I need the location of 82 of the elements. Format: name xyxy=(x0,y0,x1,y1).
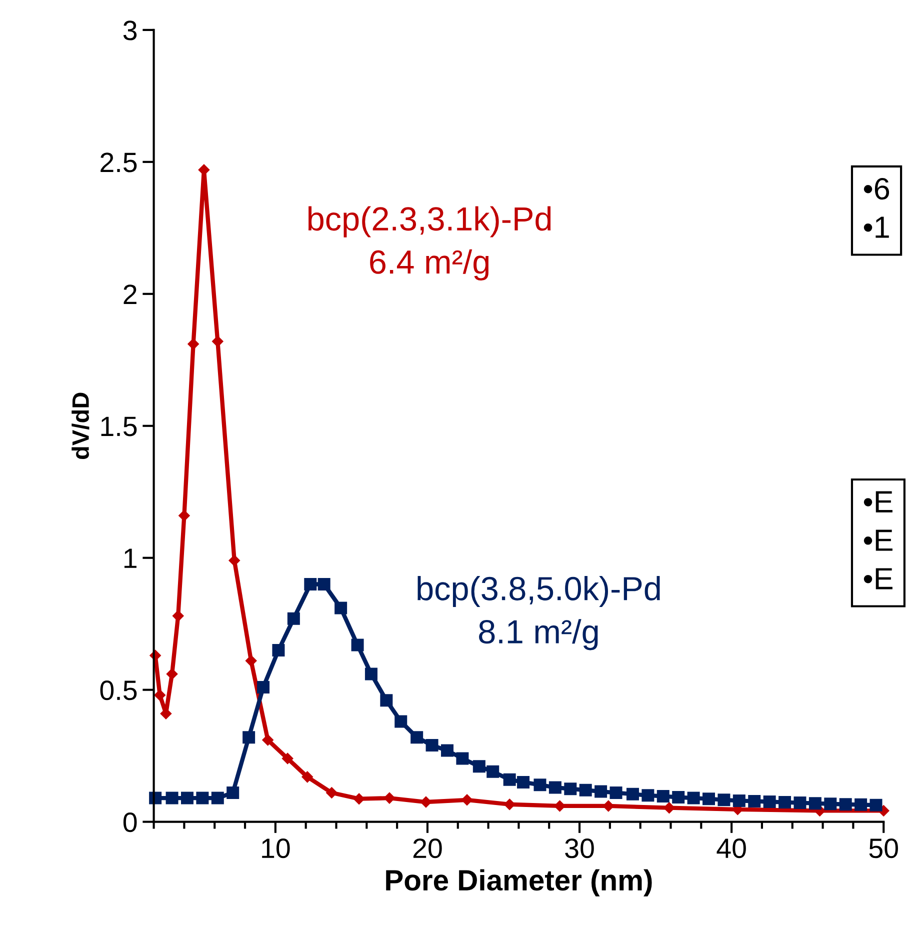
x-tick-label: 50 xyxy=(869,838,898,858)
point xyxy=(384,792,396,804)
series-label: bcp(3.8,5.0k)-Pd 8.1 m²/g xyxy=(418,576,660,650)
point xyxy=(672,791,685,804)
point xyxy=(198,164,210,176)
y-axis-title: dV/dD xyxy=(72,392,90,460)
point xyxy=(242,731,256,744)
x-tick-label: 40 xyxy=(716,838,746,858)
x-tick-label: 10 xyxy=(262,838,290,858)
point xyxy=(808,797,822,810)
point xyxy=(824,798,837,810)
point xyxy=(272,644,285,656)
text: bcp(2.3,3.1k)-Pd 6.4 m²/g xyxy=(308,206,551,280)
point xyxy=(472,760,486,773)
point xyxy=(456,752,469,765)
point xyxy=(718,794,730,806)
point xyxy=(794,796,806,810)
point xyxy=(610,786,622,800)
point xyxy=(180,792,194,804)
point xyxy=(702,792,716,806)
y-tick-label: 1 xyxy=(124,548,136,568)
point xyxy=(287,612,300,625)
y-tick-label: 2.5 xyxy=(100,152,137,172)
annotation: •E •E •E xyxy=(864,491,892,590)
point xyxy=(664,802,675,814)
x-axis-title: Pore Diameter (nm) xyxy=(386,869,652,896)
point xyxy=(394,715,408,728)
annotation: •6 •1 xyxy=(864,178,890,238)
point xyxy=(461,794,473,806)
point xyxy=(257,680,270,694)
point xyxy=(172,610,184,622)
point xyxy=(351,638,364,652)
point xyxy=(334,602,348,614)
point xyxy=(517,776,530,788)
point xyxy=(380,694,393,707)
point xyxy=(440,744,454,757)
point xyxy=(642,789,654,802)
point xyxy=(426,739,438,752)
point xyxy=(364,668,378,680)
point xyxy=(763,795,776,808)
x-tick-label: 30 xyxy=(565,838,594,858)
point xyxy=(282,752,294,764)
point xyxy=(166,668,178,680)
point xyxy=(166,792,178,804)
point xyxy=(594,785,608,798)
y-tick-label: 0 xyxy=(123,812,137,832)
point xyxy=(154,690,166,701)
point xyxy=(178,510,190,522)
y-tick-label: 0.5 xyxy=(100,680,137,700)
point xyxy=(304,578,317,590)
point xyxy=(503,773,516,786)
y-tick-label: 3 xyxy=(123,20,137,40)
point xyxy=(548,781,562,794)
point xyxy=(778,796,792,809)
point xyxy=(228,554,240,566)
point xyxy=(353,793,365,804)
point xyxy=(486,765,500,778)
point xyxy=(687,792,700,804)
point xyxy=(854,798,868,811)
point xyxy=(410,731,424,744)
point xyxy=(839,798,852,811)
y-tick-label: 1.5 xyxy=(101,416,137,436)
point xyxy=(420,796,432,808)
point xyxy=(748,794,761,808)
y-tick-label: 2 xyxy=(124,284,136,304)
point xyxy=(732,794,746,807)
point xyxy=(564,782,577,796)
x-tick-label: 20 xyxy=(413,838,442,858)
point xyxy=(196,792,209,804)
point xyxy=(318,578,330,590)
point xyxy=(302,771,313,783)
point xyxy=(656,790,670,802)
point xyxy=(326,787,338,798)
point xyxy=(554,800,566,812)
point xyxy=(579,784,592,796)
point xyxy=(245,655,257,666)
point xyxy=(226,786,240,800)
point xyxy=(626,788,639,800)
point xyxy=(534,778,546,792)
point xyxy=(870,798,882,812)
point xyxy=(262,734,274,746)
point xyxy=(211,792,224,804)
